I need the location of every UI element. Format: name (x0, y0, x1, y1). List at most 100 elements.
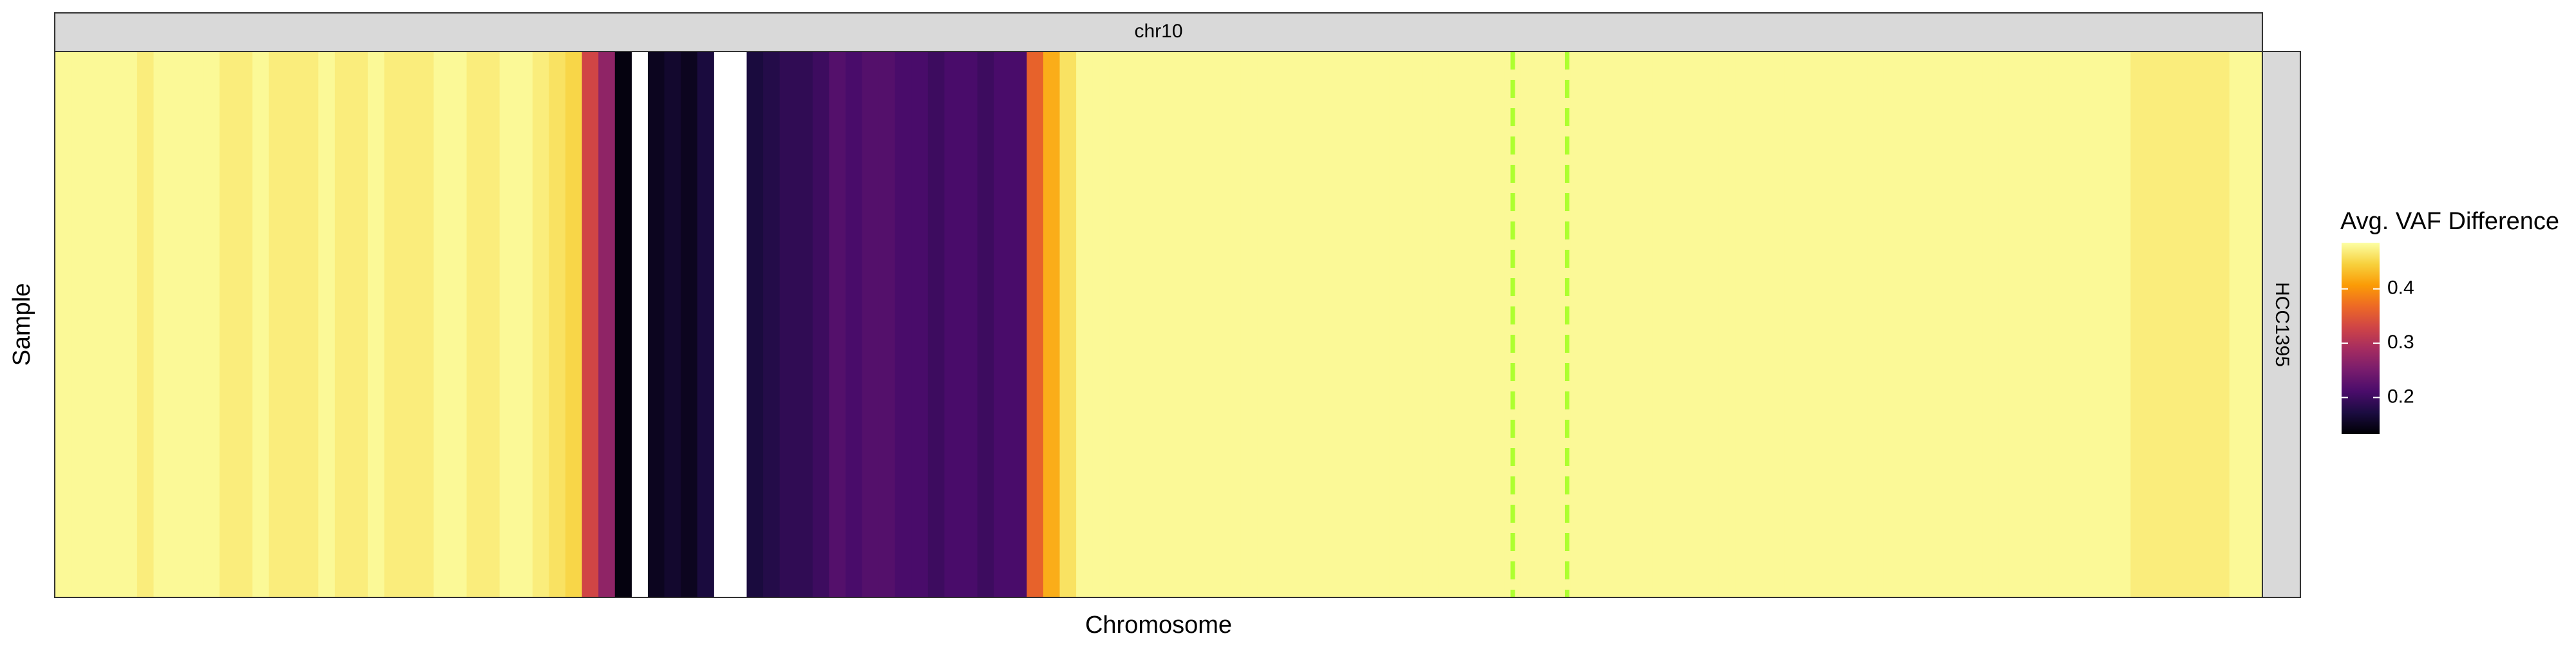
heatmap-cell (104, 52, 121, 597)
heatmap-cell (2114, 52, 2131, 597)
heatmap-cell (1488, 52, 1505, 597)
heatmap-cell (647, 52, 665, 597)
heatmap-cell (351, 52, 368, 597)
heatmap-cell (664, 52, 681, 597)
facet-label-right: HCC1395 (2271, 282, 2293, 367)
heatmap-cell (1092, 52, 1110, 597)
colorbar-tick-label: 0.2 (2387, 386, 2414, 407)
heatmap-cell (2065, 52, 2082, 597)
heatmap-cell (2130, 52, 2148, 597)
heatmap-cell (1455, 52, 1472, 597)
heatmap-cell (219, 52, 237, 597)
heatmap-cell (1669, 52, 1687, 597)
legend-title: Avg. VAF Difference (2340, 208, 2559, 235)
heatmap-cell (1290, 52, 1307, 597)
heatmap-cell (1043, 52, 1061, 597)
heatmap-cell (549, 52, 566, 597)
heatmap-cell (895, 52, 912, 597)
heatmap-cell (285, 52, 303, 597)
heatmap-cell (1010, 52, 1027, 597)
y-axis-label: Sample (8, 283, 35, 366)
heatmap-cell (1785, 52, 1802, 597)
heatmap-cell (944, 52, 961, 597)
heatmap-cell (1109, 52, 1126, 597)
heatmap-cell (2213, 52, 2230, 597)
heatmap-cell (1405, 52, 1423, 597)
heatmap-cell (466, 52, 484, 597)
heatmap-cell (1208, 52, 1225, 597)
heatmap-cell (499, 52, 516, 597)
heatmap-cell (1685, 52, 1703, 597)
heatmap-cell (516, 52, 533, 597)
heatmap-cell (2196, 52, 2213, 597)
heatmap-cell (1982, 52, 2000, 597)
heatmap-cell (236, 52, 253, 597)
heatmap-cell (1883, 52, 1900, 597)
heatmap-cell (862, 52, 879, 597)
facet-label-top: chr10 (1134, 21, 1182, 42)
heatmap-cell (1472, 52, 1489, 597)
heatmap-cell (1537, 52, 1555, 597)
heatmap-cell (153, 52, 171, 597)
colorbar (2342, 243, 2380, 434)
heatmap-cell (1340, 52, 1357, 597)
heatmap-cell (1850, 52, 1868, 597)
heatmap-cell (1257, 52, 1274, 597)
heatmap-cell (301, 52, 319, 597)
heatmap-cell (1389, 52, 1406, 597)
heatmap-cells (55, 52, 2263, 597)
heatmap-cell (927, 52, 945, 597)
heatmap-cell (1175, 52, 1192, 597)
heatmap-cell (2163, 52, 2181, 597)
heatmap-cell (2081, 52, 2098, 597)
heatmap-cell (1438, 52, 1456, 597)
heatmap-cell (252, 52, 270, 597)
heatmap-cell (565, 52, 583, 597)
heatmap-cell (318, 52, 336, 597)
heatmap-cell (483, 52, 500, 597)
heatmap-cell (1323, 52, 1341, 597)
heatmap-cell (120, 52, 138, 597)
heatmap-cell (598, 52, 616, 597)
heatmap-cell (1356, 52, 1374, 597)
heatmap-cell (1125, 52, 1143, 597)
heatmap-cell (1372, 52, 1390, 597)
heatmap-cell (186, 52, 204, 597)
heatmap-cell (1603, 52, 1620, 597)
x-axis-label: Chromosome (1085, 612, 1232, 639)
heatmap-cell (1142, 52, 1159, 597)
heatmap-cell (433, 52, 451, 597)
heatmap-cell (681, 52, 698, 597)
heatmap-cell (55, 52, 72, 597)
heatmap-cell (137, 52, 155, 597)
heatmap-cell (170, 52, 187, 597)
heatmap-cell (2146, 52, 2164, 597)
heatmap-cell (1916, 52, 1933, 597)
heatmap-cell (779, 52, 797, 597)
heatmap-cell (812, 52, 829, 597)
colorbar-tick-label: 0.3 (2387, 332, 2414, 353)
heatmap-cell (1965, 52, 1983, 597)
heatmap-cell (1059, 52, 1077, 597)
heatmap-cell (2246, 52, 2263, 597)
heatmap-cell (2031, 52, 2049, 597)
heatmap-cell (614, 52, 632, 597)
heatmap-cell (582, 52, 599, 597)
heatmap-cell (796, 52, 813, 597)
heatmap-cell (1702, 52, 1719, 597)
heatmap-cell (1636, 52, 1654, 597)
heatmap-cell (2015, 52, 2032, 597)
heatmap-cell (203, 52, 220, 597)
heatmap-cell (1768, 52, 1785, 597)
heatmap-cell (697, 52, 714, 597)
heatmap-cell (2098, 52, 2115, 597)
heatmap-cell (1422, 52, 1439, 597)
heatmap-cell (994, 52, 1011, 597)
heatmap-cell (763, 52, 781, 597)
heatmap-cell (1735, 52, 1752, 597)
heatmap-cell (1817, 52, 1835, 597)
heatmap-cell (1191, 52, 1209, 597)
heatmap-cell (845, 52, 863, 597)
facet-strip-right (2262, 51, 2301, 598)
heatmap-cell (450, 52, 468, 597)
